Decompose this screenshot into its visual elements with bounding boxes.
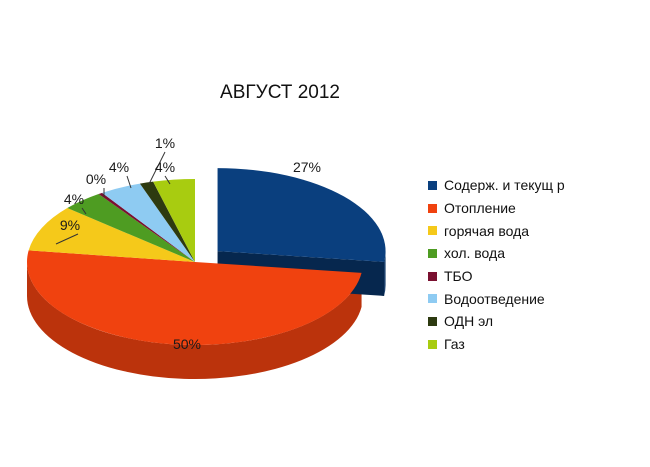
pie-slice-горячая-вода — [28, 208, 195, 262]
pie-slice-одн-эл — [139, 181, 195, 262]
legend-swatch — [428, 248, 437, 258]
legend-swatch — [428, 294, 437, 304]
pie-slice-хол-вода — [67, 194, 195, 262]
pie-side-отопление — [27, 262, 362, 380]
pie-side-содерж-и-текущ-р — [384, 251, 386, 296]
leader-line-водоотведение — [126, 175, 132, 189]
legend-swatch — [428, 226, 437, 236]
legend-item-тбо: ТБО — [428, 265, 565, 288]
leader-line-газ — [164, 175, 171, 185]
legend-label: горячая вода — [444, 222, 530, 239]
legend-label: Отопление — [444, 200, 516, 217]
legend-item-горячая-вода: горячая вода — [428, 219, 565, 242]
chart-title: АВГУСТ 2012 — [220, 82, 340, 103]
legend-label: Газ — [444, 336, 465, 353]
legend-item-хол-вода: хол. вода — [428, 242, 565, 265]
data-label-горячая-вода: 9% — [60, 217, 80, 233]
leader-line-горячая-вода — [55, 233, 79, 245]
legend-label: ТБО — [444, 268, 473, 285]
data-labels: 27%50%9%4%0%4%1%4% — [55, 135, 321, 352]
pie-slice-содерж-и-текущ-р — [217, 168, 386, 262]
legend-swatch — [428, 271, 437, 281]
legend-item-содерж-и-текущ-р: Содерж. и текущ р — [428, 174, 565, 197]
data-label-газ: 4% — [155, 159, 175, 175]
pie-slice-отопление — [27, 250, 362, 345]
legend-label: Водоотведение — [444, 290, 545, 307]
pie-slice-тбо — [98, 192, 195, 262]
pie-slices — [27, 168, 386, 345]
legend-item-отопление: Отопление — [428, 197, 565, 220]
legend-label: ОДН эл — [444, 313, 494, 330]
legend-label: хол. вода — [444, 245, 505, 262]
legend-item-водоотведение: Водоотведение — [428, 287, 565, 310]
legend-swatch — [428, 203, 437, 213]
legend: Содерж. и текущ р Отопление горячая вода хо… — [428, 174, 565, 356]
pie-slice-газ — [153, 179, 195, 262]
legend-swatch — [428, 316, 437, 326]
pie-slice-водоотведение — [102, 183, 195, 262]
leader-line-хол-вода — [81, 207, 87, 215]
data-label-одн-эл: 1% — [155, 135, 175, 151]
legend-swatch — [428, 180, 437, 190]
legend-label: Содерж. и текущ р — [444, 177, 565, 194]
data-label-тбо: 0% — [86, 171, 106, 187]
leader-line-одн-эл — [148, 151, 166, 185]
data-label-хол-вода: 4% — [64, 191, 84, 207]
data-label-отопление: 50% — [173, 336, 201, 352]
data-label-содерж-и-текущ-р: 27% — [293, 159, 321, 175]
legend-item-газ: Газ — [428, 333, 565, 356]
legend-item-одн-эл: ОДН эл — [428, 310, 565, 333]
legend-swatch — [428, 339, 437, 349]
data-label-водоотведение: 4% — [109, 159, 129, 175]
